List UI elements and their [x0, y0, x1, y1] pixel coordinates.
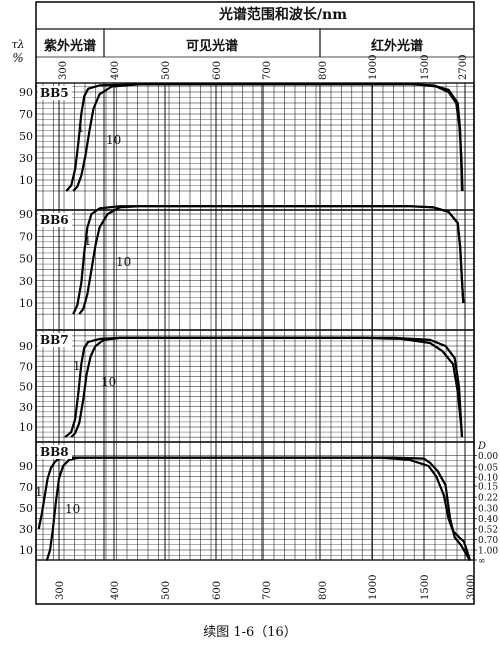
band-label-0: 紫外光谱: [44, 38, 96, 54]
panel-grid-2: [35, 329, 475, 443]
right-axis-label: 0.05: [478, 463, 498, 473]
curve-label-BB7-1: 1: [73, 359, 81, 373]
top-tick-label: 2700: [458, 55, 469, 80]
top-tick-label: 700: [262, 61, 273, 80]
curve-label-BB8-1: 1: [35, 485, 43, 499]
panel-border: [35, 209, 475, 331]
bottom-tick-label: 1500: [420, 575, 431, 600]
y-tick-label: 50: [19, 253, 33, 266]
transmittance-curves: [37, 83, 472, 562]
y-tick-label: 50: [19, 381, 33, 394]
panel-label-bg: [38, 86, 72, 100]
header-title: 光谱范围和波长/nm: [218, 6, 347, 23]
right-axis-label: 0.52: [478, 525, 498, 535]
right-axis-label: ∞: [478, 557, 486, 567]
y-tick-label: 70: [19, 481, 33, 494]
top-tick-label: 400: [110, 61, 121, 80]
panel-label-bg: [38, 213, 72, 227]
panel-label-bg: [38, 333, 72, 347]
right-axis-label: 0.30: [478, 504, 498, 514]
curve-BB6-1: [72, 205, 465, 315]
right-axis-label: 0.40: [478, 515, 498, 525]
y-tick-label: 10: [19, 544, 33, 557]
band-label-1: 可见光谱: [186, 38, 238, 54]
panel-label-1: BB6: [40, 213, 69, 227]
top-tick-label: 1000: [368, 55, 379, 80]
bottom-tick-label: 400: [110, 581, 121, 600]
figure-labels: 光谱范围和波长/nm τλ % D 续图 1-6（16） 紫外光谱 可见光谱 红外光…: [11, 6, 498, 640]
panel-label-3: BB8: [40, 445, 69, 459]
y-tick-label: 10: [19, 174, 33, 187]
y-tick-label: 70: [19, 230, 33, 243]
right-axis-label: 0.70: [478, 536, 498, 546]
bottom-tick-label: 800: [318, 581, 329, 600]
top-tick-label: 800: [318, 61, 329, 80]
y-tick-label: 50: [19, 502, 33, 515]
curve-BB7-10: [70, 336, 464, 438]
y-tick-label: 90: [19, 208, 33, 221]
right-axis-label: 0.10: [478, 474, 498, 484]
top-tick-label: 1500: [420, 55, 431, 80]
band-label-2: 红外光谱: [371, 38, 423, 54]
bottom-tick-label: 3000: [466, 575, 477, 600]
curve-BB8-10: [45, 456, 471, 562]
curve-BB5-10: [72, 83, 464, 192]
curve-BB8-1: [37, 456, 472, 561]
top-tick-label: 300: [58, 61, 69, 80]
panel-label-2: BB7: [40, 333, 69, 347]
bottom-tick-label: 300: [55, 581, 66, 600]
y-tick-label: 70: [19, 108, 33, 121]
panel-grid-1: [35, 209, 475, 331]
curve-label-BB7-10: 10: [101, 375, 116, 389]
bottom-tick-label: 1000: [368, 575, 379, 600]
right-axis-label: 1.00: [478, 547, 498, 557]
y-tick-label: 30: [19, 152, 33, 165]
y-tick-label: 70: [19, 360, 33, 373]
panel-border: [35, 441, 475, 561]
bottom-tick-label: 700: [262, 581, 273, 600]
top-tick-label: 600: [212, 61, 223, 80]
y-axis-symbol: τλ: [11, 38, 24, 51]
panel-grids: [35, 82, 475, 561]
curve-label-BB5-10: 10: [106, 133, 121, 147]
y-tick-label: 50: [19, 130, 33, 143]
curve-label-BB6-10: 10: [116, 255, 131, 269]
y-tick-label: 10: [19, 421, 33, 434]
y-axis-unit: %: [12, 51, 23, 65]
right-axis-label: 0.00: [478, 452, 498, 462]
right-axis-label: 0.22: [478, 494, 498, 504]
panel-grid-3: [35, 441, 475, 561]
y-tick-label: 90: [19, 86, 33, 99]
y-tick-label: 10: [19, 297, 33, 310]
y-tick-label: 30: [19, 275, 33, 288]
curve-BB6-10: [78, 205, 465, 315]
y-tick-label: 90: [19, 460, 33, 473]
panel-grid-0: [35, 82, 475, 211]
top-tick-label: 500: [161, 61, 172, 80]
curve-BB5-1: [65, 83, 464, 192]
figure-caption: 续图 1-6（16）: [203, 625, 297, 640]
right-axis-label: 0.15: [478, 483, 498, 493]
panel-label-0: BB5: [40, 86, 69, 100]
curve-label-BB8-10: 10: [65, 502, 80, 516]
y-tick-label: 30: [19, 401, 33, 414]
curve-label-BB5-1: 1: [77, 121, 85, 135]
panel-label-bg: [38, 445, 72, 459]
y-tick-label: 90: [19, 340, 33, 353]
curve-label-BB6-1: 1: [84, 234, 92, 248]
right-axis-symbol: D: [477, 441, 486, 452]
bottom-tick-label: 600: [212, 581, 223, 600]
bottom-tick-label: 500: [161, 581, 172, 600]
y-tick-label: 30: [19, 523, 33, 536]
